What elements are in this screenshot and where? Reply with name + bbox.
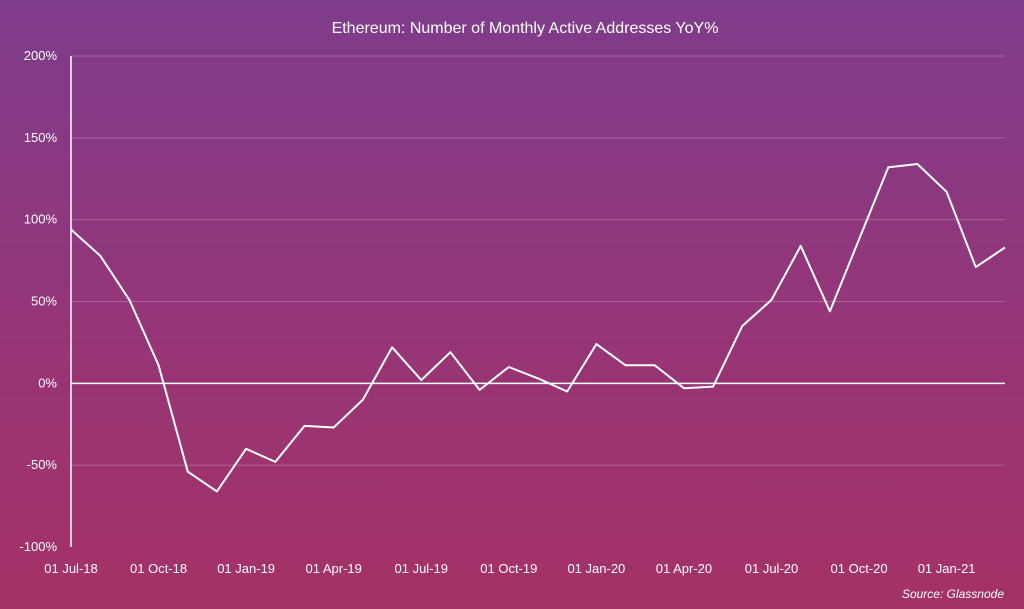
- data-point: [711, 385, 715, 389]
- data-points: [69, 162, 1007, 493]
- x-tick-label: 01 Jan-20: [567, 561, 625, 576]
- data-point: [974, 265, 978, 269]
- data-point: [682, 386, 686, 390]
- y-tick-label: 0%: [38, 375, 57, 390]
- y-tick-label: 200%: [24, 48, 58, 63]
- data-point: [1003, 245, 1007, 249]
- data-point: [98, 254, 102, 258]
- data-point: [69, 227, 73, 231]
- data-point: [448, 350, 452, 354]
- data-point: [915, 162, 919, 166]
- data-point: [244, 447, 248, 451]
- series-line: [70, 163, 1006, 493]
- y-tick-label: -50%: [27, 457, 58, 472]
- data-point: [361, 398, 365, 402]
- data-point: [624, 363, 628, 367]
- data-point: [332, 426, 336, 430]
- y-tick-label: 100%: [24, 212, 58, 227]
- x-tick-label: 01 Oct-19: [480, 561, 537, 576]
- x-tick-label: 01 Jan-21: [918, 561, 976, 576]
- y-tick-label: 150%: [24, 130, 58, 145]
- data-point: [273, 460, 277, 464]
- grid-lines: [71, 55, 1005, 466]
- data-point: [157, 363, 161, 367]
- data-point: [536, 376, 540, 380]
- x-tick-label: 01 Jul-18: [44, 561, 97, 576]
- data-point: [507, 365, 511, 369]
- data-point: [945, 190, 949, 194]
- chart-title: Ethereum: Number of Monthly Active Addre…: [332, 20, 719, 37]
- data-point: [565, 390, 569, 394]
- data-point: [740, 324, 744, 328]
- data-point: [799, 244, 803, 248]
- y-tick-label: -100%: [19, 539, 57, 554]
- x-tick-label: 01 Jul-20: [745, 561, 798, 576]
- data-point: [127, 298, 131, 302]
- x-tick-label: 01 Oct-20: [831, 561, 888, 576]
- data-point: [828, 309, 832, 313]
- x-tick-label: 01 Jul-19: [395, 561, 448, 576]
- data-point: [857, 237, 861, 241]
- data-point: [594, 342, 598, 346]
- x-tick-label: 01 Jan-19: [217, 561, 275, 576]
- x-tick-label: 01 Oct-18: [130, 561, 187, 576]
- data-point: [653, 363, 657, 367]
- data-point: [303, 424, 307, 428]
- x-tick-label: 01 Apr-19: [306, 561, 362, 576]
- y-axis-ticks: 200% 150% 100% 50% 0% -50% -100%: [19, 48, 57, 554]
- data-point: [478, 388, 482, 392]
- data-point: [770, 298, 774, 302]
- x-tick-label: 01 Apr-20: [656, 561, 712, 576]
- data-point: [186, 470, 190, 474]
- source-note: Source: Glassnode: [902, 587, 1004, 601]
- data-point: [886, 165, 890, 169]
- x-axis-ticks: 01 Jul-18 01 Oct-18 01 Jan-19 01 Apr-19 01 J…: [44, 561, 975, 576]
- y-tick-label: 50%: [31, 294, 57, 309]
- data-point: [419, 378, 423, 382]
- data-point: [390, 345, 394, 349]
- data-point: [215, 489, 219, 493]
